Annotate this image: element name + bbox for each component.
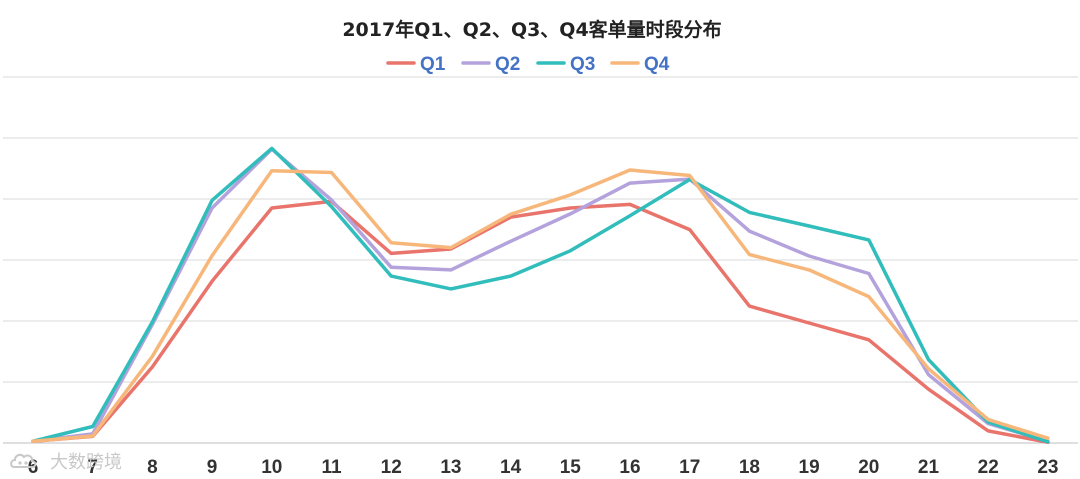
series-line-q1 [31,199,1050,445]
x-tick-label: 22 [978,457,999,478]
legend-item-q3: Q3 [536,54,595,75]
x-tick-label: 14 [500,457,522,478]
x-tick-label: 12 [381,457,402,478]
legend-label: Q4 [644,54,670,75]
watermark-text: 大数跨境 [50,452,122,473]
legend-label: Q2 [495,54,520,75]
chart-title: 2017年Q1、Q2、Q3、Q4客单量时段分布 [342,18,721,41]
x-tick-label: 7 [87,457,98,478]
chart-series [31,146,1050,445]
x-tick-label: 21 [918,457,940,478]
chart-grid [3,76,1078,444]
x-tick-label: 10 [261,457,282,478]
series-line-q2 [31,147,1050,443]
x-tick-label: 18 [739,457,760,478]
x-tick-label: 23 [1037,457,1058,478]
series-line-q4 [31,168,1050,443]
x-tick-label: 15 [560,457,582,478]
legend-item-q1: Q1 [386,54,446,75]
x-tick-label: 8 [147,457,158,478]
legend-item-q4: Q4 [610,54,670,75]
legend-label: Q3 [570,54,595,75]
x-tick-label: 19 [799,457,820,478]
x-tick-label: 9 [207,457,218,478]
series-line-q3 [31,146,1050,444]
x-tick-label: 11 [321,457,342,478]
chart-legend: Q1 Q2 Q3 Q4 [386,54,670,75]
watermark: 大数跨境 [10,452,122,473]
legend-item-q2: Q2 [461,54,520,75]
x-axis-ticks: 6 7 8 9 10 11 12 13 14 15 16 17 18 19 20 21 22 23 [28,457,1059,478]
x-tick-label: 20 [858,457,879,478]
cloud-logo-icon [10,453,37,468]
x-tick-label: 16 [619,457,640,478]
x-tick-label: 13 [440,457,461,478]
x-tick-label: 17 [679,457,700,478]
legend-label: Q1 [420,54,446,75]
